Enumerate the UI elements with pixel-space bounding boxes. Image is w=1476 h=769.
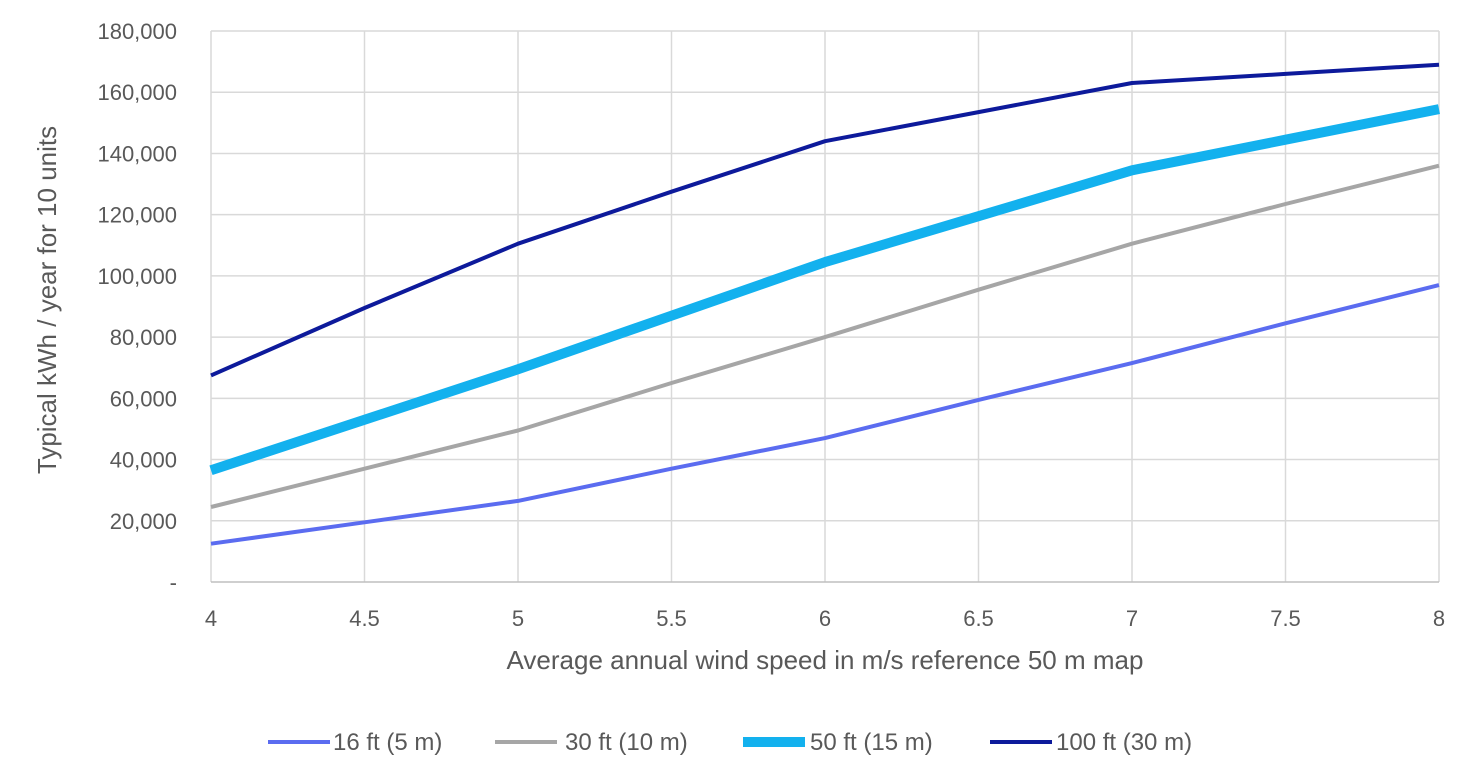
y-tick-label: 40,000 [110,448,177,473]
x-tick-label: 5 [512,606,524,631]
x-tick-label: 6.5 [963,606,994,631]
series-line [210,283,1440,546]
legend: 16 ft (5 m) 30 ft (10 m) 50 ft (15 m) 100 f… [268,729,1192,756]
y-axis-label: Typical kWh / year for 10 units [32,126,62,474]
series-lines [209,62,1440,546]
x-tick-label: 8 [1433,606,1445,631]
y-tick-label: 100,000 [97,264,177,289]
x-tick-label: 4 [205,606,217,631]
legend-label: 16 ft (5 m) [333,729,442,756]
y-tick-label: 120,000 [97,203,177,228]
y-axis-tick-labels: - 20,000 40,000 60,000 80,000 100,000 120,000 1… [97,19,177,595]
series-line [209,104,1440,476]
legend-label: 100 ft (30 m) [1056,729,1192,756]
x-tick-label: 7 [1126,606,1138,631]
x-tick-label: 5.5 [656,606,687,631]
x-tick-label: 7.5 [1270,606,1301,631]
x-axis-tick-labels: 4 4.5 5 5.5 6 6.5 7 7.5 8 [205,606,1445,631]
axes [210,31,1439,583]
series-line [210,62,1440,378]
legend-label: 30 ft (10 m) [565,729,688,756]
y-tick-label: 160,000 [97,80,177,105]
y-tick-label: - [170,570,177,595]
grid-lines [211,30,1440,582]
y-tick-label: 60,000 [110,386,177,411]
series-line [210,163,1440,509]
y-tick-label: 180,000 [97,19,177,44]
y-tick-label: 20,000 [110,509,177,534]
x-axis-label: Average annual wind speed in m/s referen… [507,645,1144,675]
legend-label: 50 ft (15 m) [810,729,933,756]
y-tick-label: 80,000 [110,325,177,350]
y-tick-label: 140,000 [97,141,177,166]
x-tick-label: 4.5 [349,606,380,631]
x-tick-label: 6 [819,606,831,631]
